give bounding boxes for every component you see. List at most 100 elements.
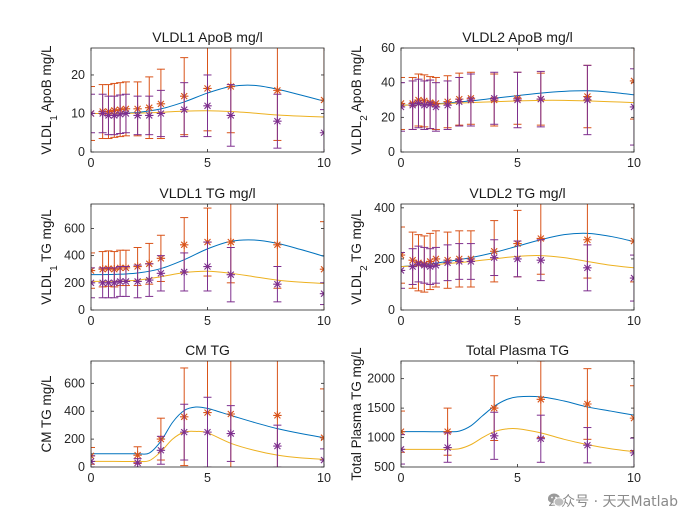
data-point [629,68,634,146]
x-tick-label: 0 [88,471,95,485]
data-point [629,48,634,120]
chart-title: Total Plasma TG [466,342,569,358]
data-point [319,282,324,306]
star-marker [408,101,417,110]
data-point [319,221,324,310]
y-axis-label: VLDL1 TG mg/L [39,209,60,305]
y-label-rest: TG mg/L [39,209,54,266]
data-point [91,93,96,134]
x-tick-label: 0 [398,471,405,485]
data-point [104,95,113,136]
star-marker [431,261,441,270]
chart-title: CM TG [185,342,230,358]
axis-box [400,360,635,468]
star-marker [110,111,119,120]
series-data-1 [401,361,634,456]
data-point [455,76,464,127]
data-point [420,246,429,284]
y-tick-label: 400 [64,404,85,418]
data-point [121,93,131,134]
x-tick-label: 5 [514,314,521,328]
chart-title: VLDL2 TG mg/l [469,185,565,201]
star-marker [443,427,452,436]
y-label-rest: ApoB mg/L [39,45,54,115]
star-marker [226,270,235,279]
star-marker [420,101,429,110]
star-marker [425,262,435,271]
star-marker [203,262,212,271]
series-data-2 [91,396,324,467]
star-marker [273,240,282,249]
star-marker [443,443,452,452]
data-point [401,82,406,132]
data-point [91,267,96,299]
star-marker [273,441,282,451]
data-point [133,458,142,467]
data-point [536,70,545,128]
data-point [91,252,96,289]
data-point [203,74,212,138]
data-point [401,434,406,465]
data-point [414,78,423,129]
x-tick-label: 5 [204,314,211,328]
data-point [420,80,429,130]
data-point [401,226,406,284]
y-axis-label: VLDL2 ApoB mg/L [349,45,370,155]
data-point [443,80,452,130]
data-point [145,263,154,297]
watermark-text: 公众号 · 天天Matlab [547,494,678,510]
x-tick-label: 10 [627,156,641,170]
data-point [319,109,324,152]
data-point [629,254,634,302]
plot-area [91,361,324,467]
data-point [408,248,417,285]
data-point [110,267,119,299]
x-tick-label: 0 [88,314,95,328]
data-point [273,424,282,467]
data-point [425,79,435,130]
data-point [629,437,634,467]
star-marker [513,95,522,105]
axis-box [90,47,325,153]
star-marker [431,102,441,112]
y-tick-label: 500 [374,460,395,474]
y-axis-label: Total Plasma TG mg/L [349,347,364,481]
x-tick-label: 0 [398,314,405,328]
star-marker [583,263,592,273]
star-marker [156,269,166,278]
star-marker [273,116,282,126]
data-point [319,388,324,467]
data-point [455,243,464,280]
star-marker [443,101,452,110]
data-point [180,252,189,292]
star-marker [226,429,235,438]
y-tick-label: 2000 [367,372,395,386]
star-marker [115,110,125,119]
star-marker [133,458,142,467]
data-point [401,252,406,289]
data-point [443,432,452,463]
data-point [583,64,592,136]
star-marker [145,111,154,120]
star-marker [490,431,499,440]
y-label-subscript: 1 [49,265,60,271]
data-point [490,71,499,125]
panel-cm-tg: CM TG CM TG mg/L 0 5 10 0 200 400 600 [39,342,331,485]
data-point [443,244,452,282]
data-point [466,243,476,280]
data-point [629,204,634,283]
star-marker [180,105,189,114]
y-label-main: CM TG mg/L [39,375,54,453]
star-marker [536,434,545,443]
y-tick-label: 400 [374,201,395,215]
wechat-icon [548,493,565,507]
data-point [156,255,166,292]
star-marker [156,109,166,118]
plot-area [401,361,634,467]
y-tick-label: 600 [64,376,85,390]
star-marker [98,109,107,118]
star-marker [536,255,545,265]
x-tick-label: 5 [204,471,211,485]
